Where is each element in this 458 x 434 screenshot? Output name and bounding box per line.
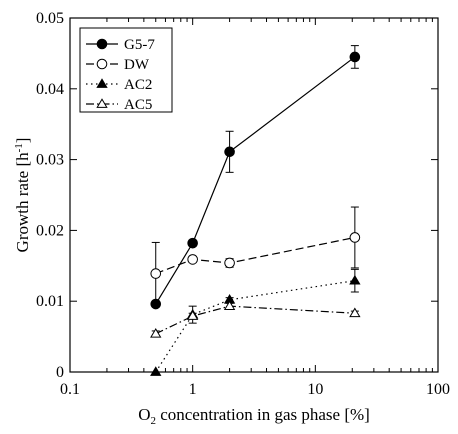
y-tick-label: 0.05	[36, 10, 64, 27]
legend-label-ac2: AC2	[124, 77, 152, 93]
series-ac5	[150, 300, 361, 338]
x-tick-label: 0.1	[60, 381, 80, 398]
data-point-g5-7	[349, 51, 361, 63]
series-g5-7	[150, 45, 361, 310]
data-point-g5-7	[224, 146, 235, 158]
data-point-dw	[349, 232, 361, 243]
data-point-ac5	[150, 327, 162, 338]
x-tick-label: 100	[426, 381, 450, 398]
data-point-ac2	[349, 274, 361, 285]
series-layer	[150, 45, 361, 376]
y-axis-title-end: ]	[13, 138, 32, 144]
y-tick-label: 0.04	[36, 81, 64, 98]
legend-box	[79, 27, 173, 113]
legend-label-ac5: AC5	[124, 97, 152, 113]
series-dw	[150, 206, 361, 306]
legend-marker-ac2	[96, 78, 108, 88]
y-axis-title: Growth rate [h-1]	[13, 138, 32, 253]
x-axis-title-rest: concentration in gas phase [%]	[156, 405, 370, 424]
y-axis-title-superscript: -1	[13, 143, 25, 152]
data-point-ac2	[150, 366, 162, 376]
data-point-ac5	[349, 307, 361, 318]
series-ac2	[150, 268, 361, 376]
data-point-g5-7	[187, 237, 198, 249]
series-line-ac5	[155, 305, 355, 335]
y-tick-label: 0	[56, 364, 64, 381]
series-line-dw	[155, 236, 355, 275]
x-axis-title-subscript: 2	[150, 415, 156, 427]
legend-marker-g5-7	[96, 38, 108, 50]
axis-ticks: 0.1 1 10 100 0 0.01 0.02 0.03 0.04 0.05	[36, 10, 450, 398]
plot-frame	[69, 17, 439, 373]
y-tick-label: 0.03	[36, 152, 64, 169]
legend-marker-ac5	[96, 98, 108, 108]
legend-marker-dw	[96, 58, 108, 70]
x-axis-title: O2 concentration in gas phase [%]	[138, 405, 370, 427]
y-tick-label: 0.02	[36, 222, 64, 239]
data-point-dw	[187, 254, 198, 265]
x-tick-label: 10	[307, 381, 323, 398]
x-tick-label: 1	[189, 381, 197, 398]
data-point-dw	[224, 257, 235, 269]
series-line-g5-7	[155, 56, 356, 305]
legend: G5-7 DW AC2 AC5	[79, 27, 173, 113]
legend-label-dw: DW	[124, 57, 150, 73]
legend-label-g5-7: G5-7	[124, 37, 155, 53]
data-point-ac5	[186, 310, 199, 320]
data-point-dw	[150, 268, 162, 279]
y-tick-label: 0.01	[36, 293, 64, 310]
series-line-ac2	[155, 280, 355, 373]
data-point-ac5	[223, 300, 236, 311]
